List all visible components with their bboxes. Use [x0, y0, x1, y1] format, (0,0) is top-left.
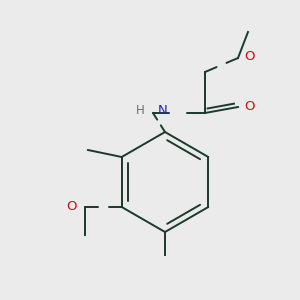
Text: O: O	[67, 200, 77, 212]
Text: H: H	[136, 103, 145, 116]
Text: O: O	[244, 100, 254, 112]
Text: O: O	[244, 50, 254, 64]
Text: N: N	[158, 104, 168, 118]
